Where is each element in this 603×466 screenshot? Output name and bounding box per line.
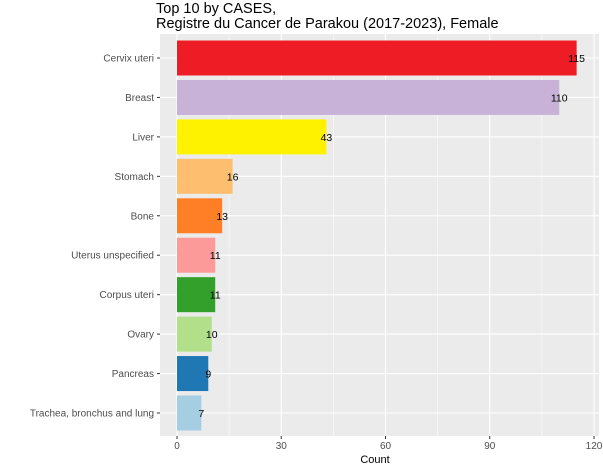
bar [177, 158, 233, 194]
y-tick-label: Pancreas [112, 369, 154, 380]
y-tick-label: Ovary [127, 330, 154, 341]
value-labels-group: 115 110 43 16 13 11 11 10 9 7 [198, 53, 585, 420]
bars-group [177, 40, 577, 431]
bar-value-label: 10 [206, 329, 218, 341]
y-tick-label: Corpus uteri [100, 290, 154, 301]
bar [177, 237, 216, 273]
bar [177, 356, 209, 392]
chart-title: Top 10 by CASES, [156, 1, 276, 17]
bar [177, 316, 212, 352]
bar-value-label: 43 [321, 132, 333, 144]
bar [177, 119, 327, 155]
bar-value-label: 7 [198, 408, 204, 420]
bar [177, 277, 216, 313]
x-tick-label: 30 [276, 441, 288, 452]
y-axis: Cervix uteri Breast Liver Stomach Bone Uterus… [30, 54, 160, 420]
chart-subtitle: Registre du Cancer de Parakou (2017-2023… [156, 16, 499, 32]
y-tick-label: Uterus unspecified [71, 251, 154, 262]
x-axis: 0 30 60 90 120 [174, 436, 603, 452]
bar-value-label: 13 [216, 211, 228, 223]
y-tick-label: Stomach [115, 172, 154, 183]
bar-value-label: 11 [210, 290, 221, 302]
y-tick-label: Breast [125, 93, 154, 104]
bar-value-label: 9 [205, 369, 211, 381]
bar-value-label: 16 [227, 171, 239, 183]
bar-value-label: 115 [568, 53, 585, 65]
bar-value-label: 110 [551, 92, 568, 104]
bar-value-label: 11 [210, 250, 221, 262]
y-tick-label: Trachea, bronchus and lung [30, 409, 154, 420]
x-tick-label: 90 [484, 441, 496, 452]
bar [177, 198, 223, 234]
bar [177, 40, 577, 76]
x-tick-label: 120 [586, 441, 603, 452]
x-tick-label: 60 [380, 441, 392, 452]
y-tick-label: Cervix uteri [103, 54, 154, 65]
x-tick-label: 0 [174, 441, 180, 452]
y-tick-label: Liver [132, 132, 154, 143]
x-axis-title: Count [360, 454, 389, 466]
bar [177, 395, 202, 431]
bar [177, 79, 560, 115]
y-tick-label: Bone [131, 211, 155, 222]
